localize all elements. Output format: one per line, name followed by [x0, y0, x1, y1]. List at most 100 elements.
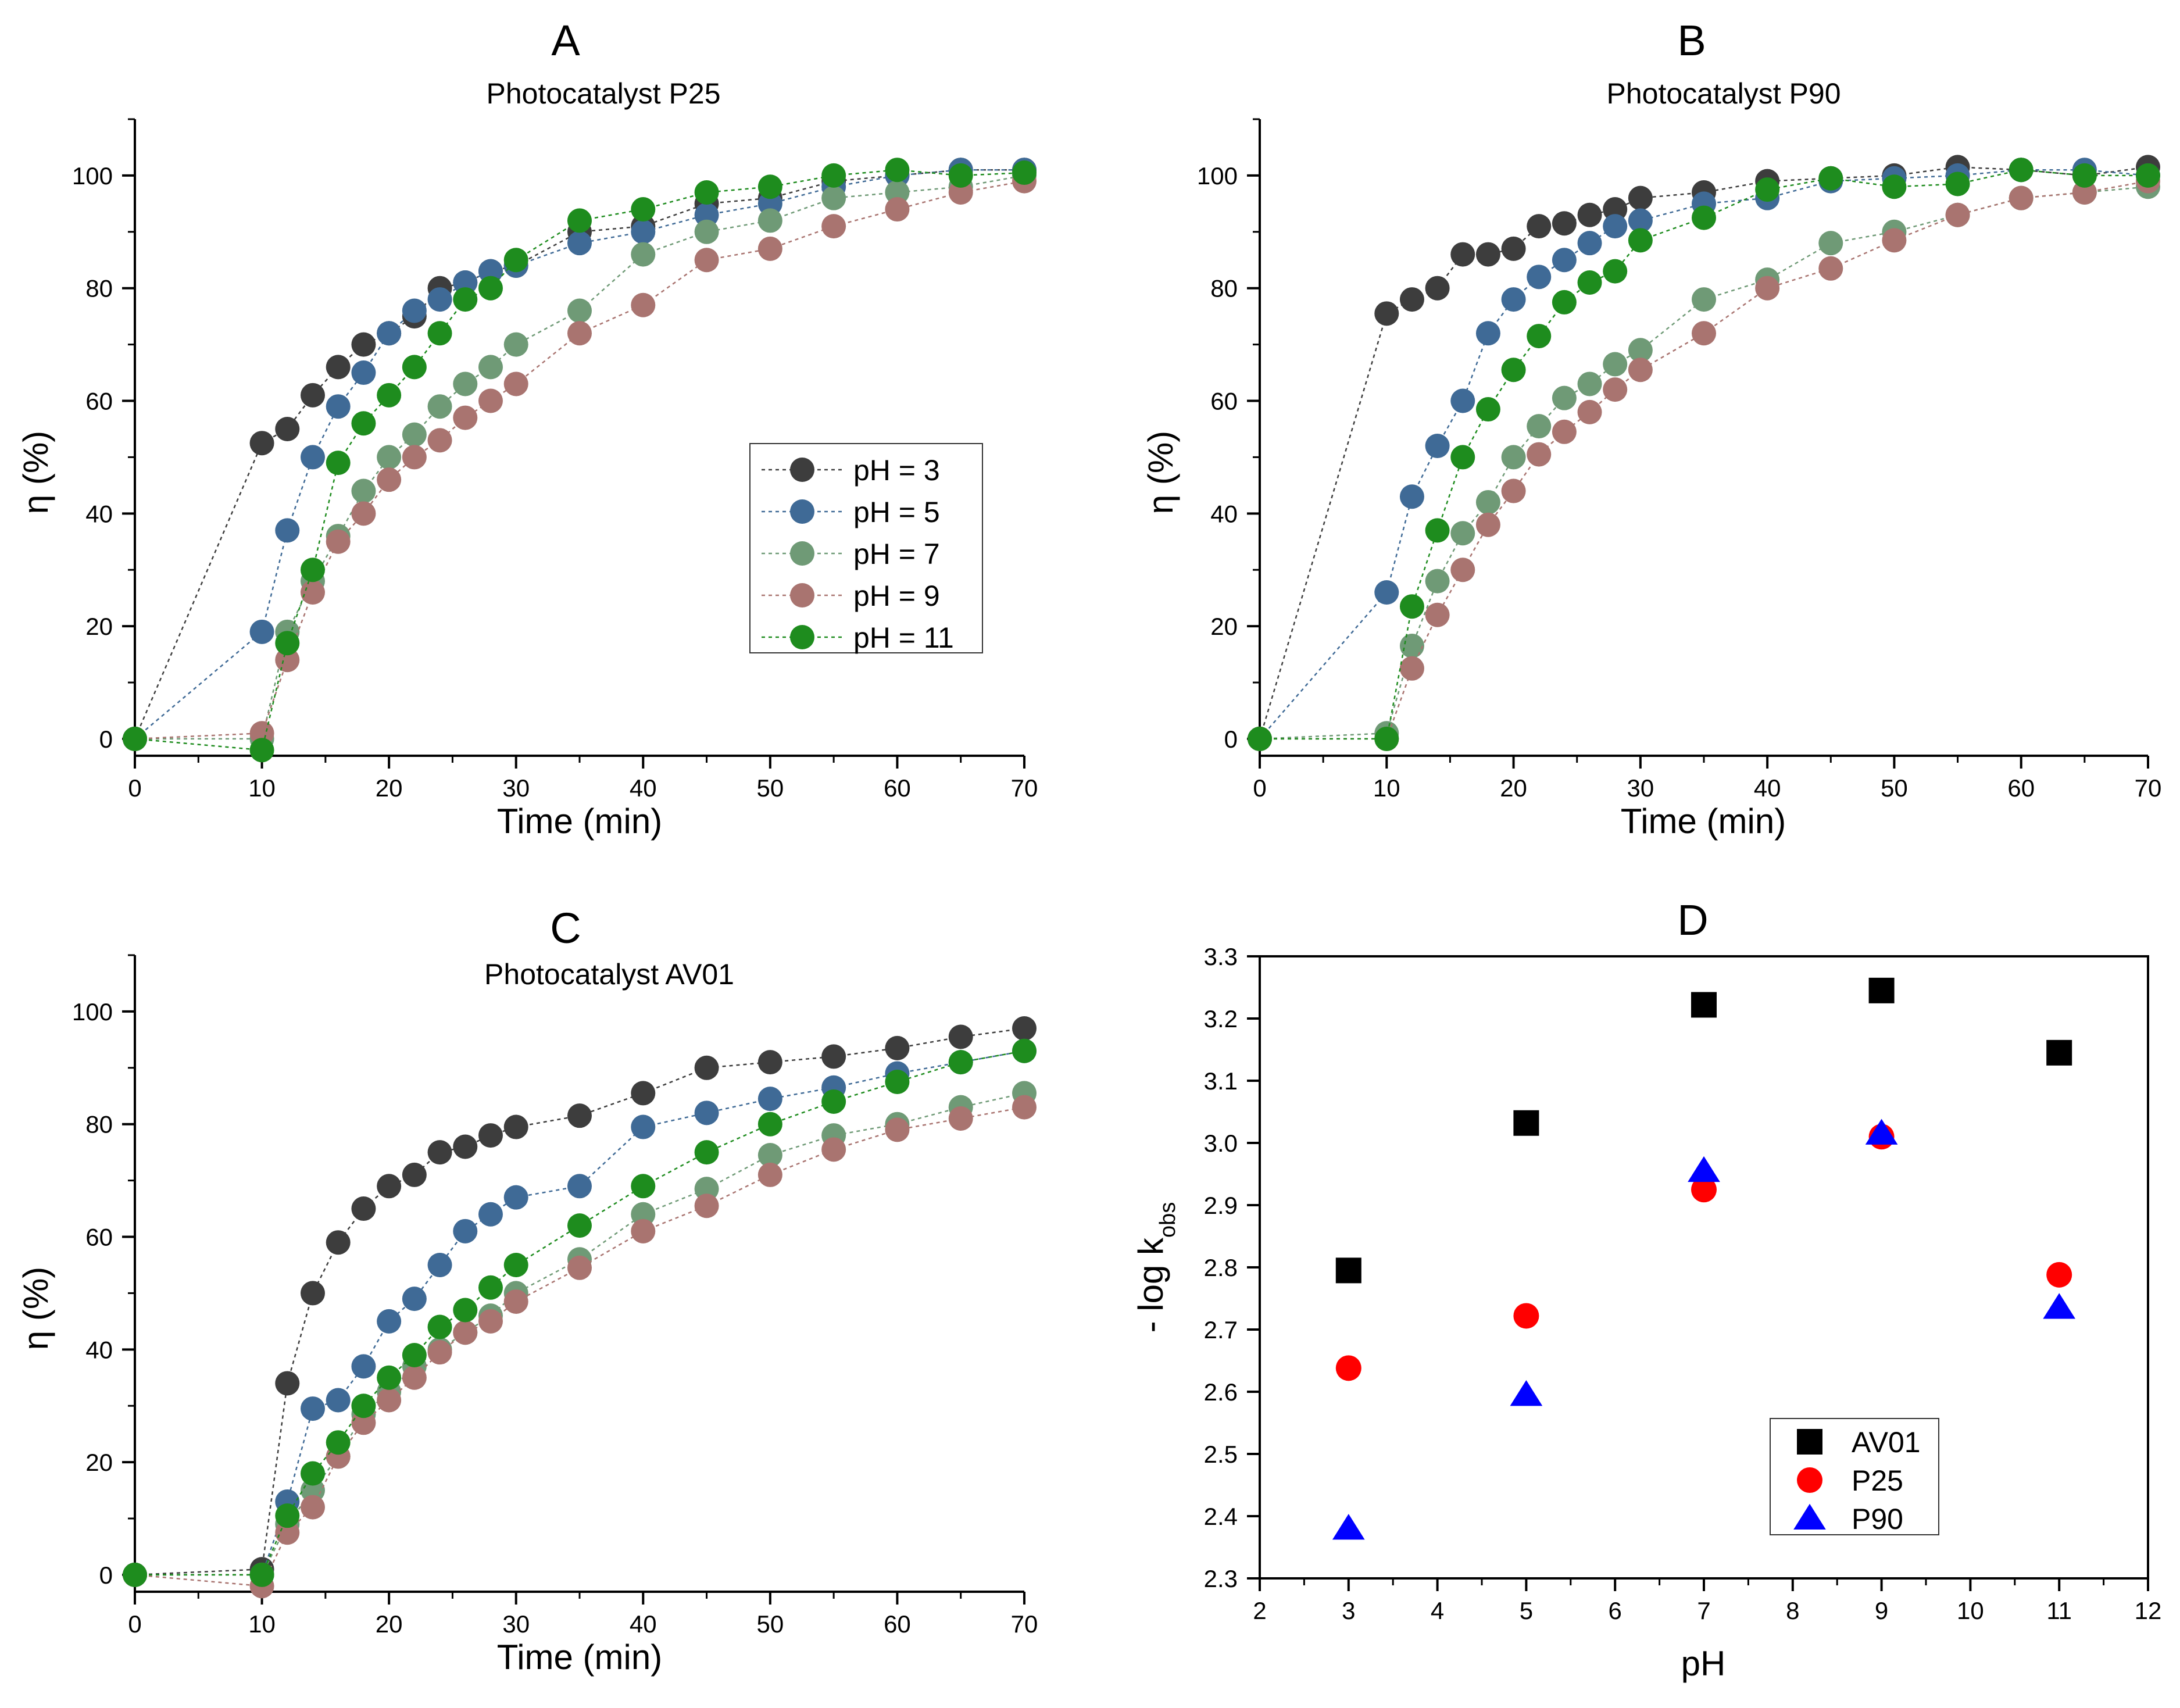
series-line	[1260, 169, 2148, 740]
y-tick-label: 40	[85, 1336, 113, 1363]
data-point	[821, 1044, 846, 1069]
data-point	[2136, 163, 2160, 188]
data-point	[1012, 160, 1037, 185]
y-tick-label: 2.7	[1204, 1316, 1238, 1343]
y-tick-label: 60	[85, 1224, 113, 1251]
data-point	[123, 1562, 147, 1587]
data-point	[1450, 521, 1475, 546]
data-point	[1527, 324, 1552, 349]
data-point	[275, 648, 300, 673]
x-tick-label: 60	[884, 1610, 911, 1638]
data-point	[885, 158, 910, 183]
y-tick-label: 0	[1224, 726, 1238, 753]
data-point	[821, 185, 846, 210]
data-point	[1945, 171, 1970, 196]
data-point	[503, 1114, 528, 1139]
data-point	[631, 242, 656, 267]
series-ph-11	[123, 158, 1037, 763]
data-point	[326, 451, 351, 476]
y-tick-label: 80	[1210, 275, 1238, 302]
y-tick-label: 100	[72, 998, 113, 1025]
data-point	[2046, 1039, 2072, 1066]
data-point	[1450, 558, 1475, 583]
data-point	[453, 1134, 478, 1159]
data-point	[1603, 197, 1628, 222]
data-point	[694, 1194, 719, 1219]
y-tick-label: 60	[1210, 388, 1238, 415]
y-axis-title: - log kobs	[1131, 1202, 1180, 1333]
data-point	[453, 1298, 478, 1323]
data-point	[1510, 1380, 1543, 1406]
data-point	[301, 1461, 325, 1486]
data-point	[567, 321, 592, 346]
data-point	[503, 1289, 528, 1314]
y-tick-label: 2.6	[1204, 1378, 1238, 1406]
legend-marker	[790, 541, 814, 566]
data-point	[427, 321, 452, 346]
x-axis-title: Time (min)	[1621, 802, 1786, 841]
data-point	[249, 738, 274, 763]
legend-item-ph-11: pH = 11	[762, 621, 954, 654]
series-ph-11	[123, 1038, 1037, 1587]
data-point	[1475, 242, 1500, 267]
panel-letter: B	[1677, 16, 1706, 65]
data-point	[885, 1035, 910, 1060]
data-point	[1603, 259, 1628, 284]
series-av01	[1335, 977, 2072, 1284]
data-point	[1399, 656, 1424, 681]
data-point	[694, 180, 719, 205]
series-line	[135, 1092, 1025, 1576]
x-tick-label: 0	[128, 774, 141, 802]
data-point	[503, 1252, 528, 1277]
data-point	[351, 1393, 376, 1418]
y-tick-label: 3.1	[1204, 1067, 1238, 1095]
data-point	[301, 580, 325, 605]
x-tick-label: 50	[756, 774, 784, 802]
data-point	[301, 383, 325, 408]
data-point	[1691, 1177, 1717, 1203]
data-point	[275, 518, 300, 543]
data-point	[1450, 242, 1475, 267]
data-point	[1399, 287, 1424, 312]
data-point	[757, 191, 782, 216]
data-point	[326, 1388, 351, 1413]
data-point	[567, 1213, 592, 1238]
data-point	[1868, 977, 1895, 1003]
data-point	[1603, 352, 1628, 377]
data-point	[1399, 484, 1424, 509]
data-point	[249, 431, 274, 456]
data-point	[1603, 214, 1628, 239]
x-tick-label: 50	[756, 1610, 784, 1638]
data-point	[567, 1255, 592, 1280]
data-point	[326, 1230, 351, 1255]
data-point	[567, 1174, 592, 1199]
series-line	[1259, 186, 2149, 740]
data-point	[275, 1371, 300, 1396]
data-point	[757, 1112, 782, 1137]
series-line	[1259, 166, 2149, 739]
y-tick-label: 2.4	[1204, 1503, 1238, 1530]
data-point	[1501, 236, 1526, 261]
data-point	[694, 1055, 719, 1080]
series-ph-7	[1248, 174, 2160, 751]
data-point	[1399, 594, 1424, 619]
data-point	[757, 1143, 782, 1168]
legend-item-ph-7: pH = 7	[762, 538, 940, 570]
data-point	[631, 219, 656, 244]
data-point	[631, 1081, 656, 1106]
series-ph-3	[1248, 155, 2160, 751]
data-point	[2046, 1262, 2072, 1288]
data-point	[1818, 166, 1843, 191]
data-point	[1425, 276, 1450, 301]
y-tick-label: 3.3	[1204, 943, 1238, 970]
data-point	[249, 721, 274, 746]
data-point	[1552, 419, 1577, 444]
data-point	[948, 1106, 973, 1131]
data-point	[427, 287, 452, 312]
y-tick-label: 20	[85, 1449, 113, 1476]
data-point	[503, 1185, 528, 1210]
data-point	[301, 558, 325, 583]
y-axis-title: η (%)	[16, 431, 55, 514]
data-point	[402, 1162, 427, 1187]
